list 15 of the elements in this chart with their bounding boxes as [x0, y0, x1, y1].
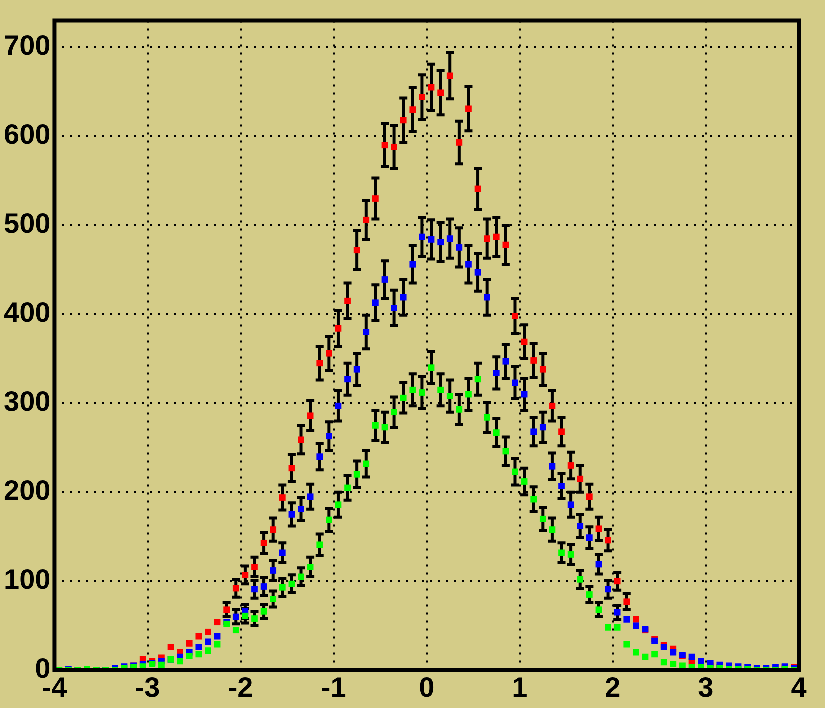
x-tick-label: -1 — [321, 672, 346, 703]
y-tick-label: 400 — [4, 297, 51, 328]
y-tick-label: 200 — [4, 475, 51, 506]
y-tick-label: 600 — [4, 119, 51, 150]
y-tick-label: 300 — [4, 386, 51, 418]
y-tick-label: 100 — [4, 564, 51, 596]
x-tick-label: 1 — [512, 672, 528, 703]
x-tick-label: -3 — [135, 672, 160, 703]
x-tick-label: 3 — [698, 672, 714, 703]
x-tick-label: 4 — [791, 672, 808, 703]
x-tick-label: -2 — [228, 672, 254, 703]
y-tick-label: 700 — [4, 30, 51, 62]
x-tick-label: 2 — [605, 672, 621, 703]
y-tick-label: 500 — [4, 208, 51, 240]
x-tick-label: 0 — [419, 672, 435, 703]
